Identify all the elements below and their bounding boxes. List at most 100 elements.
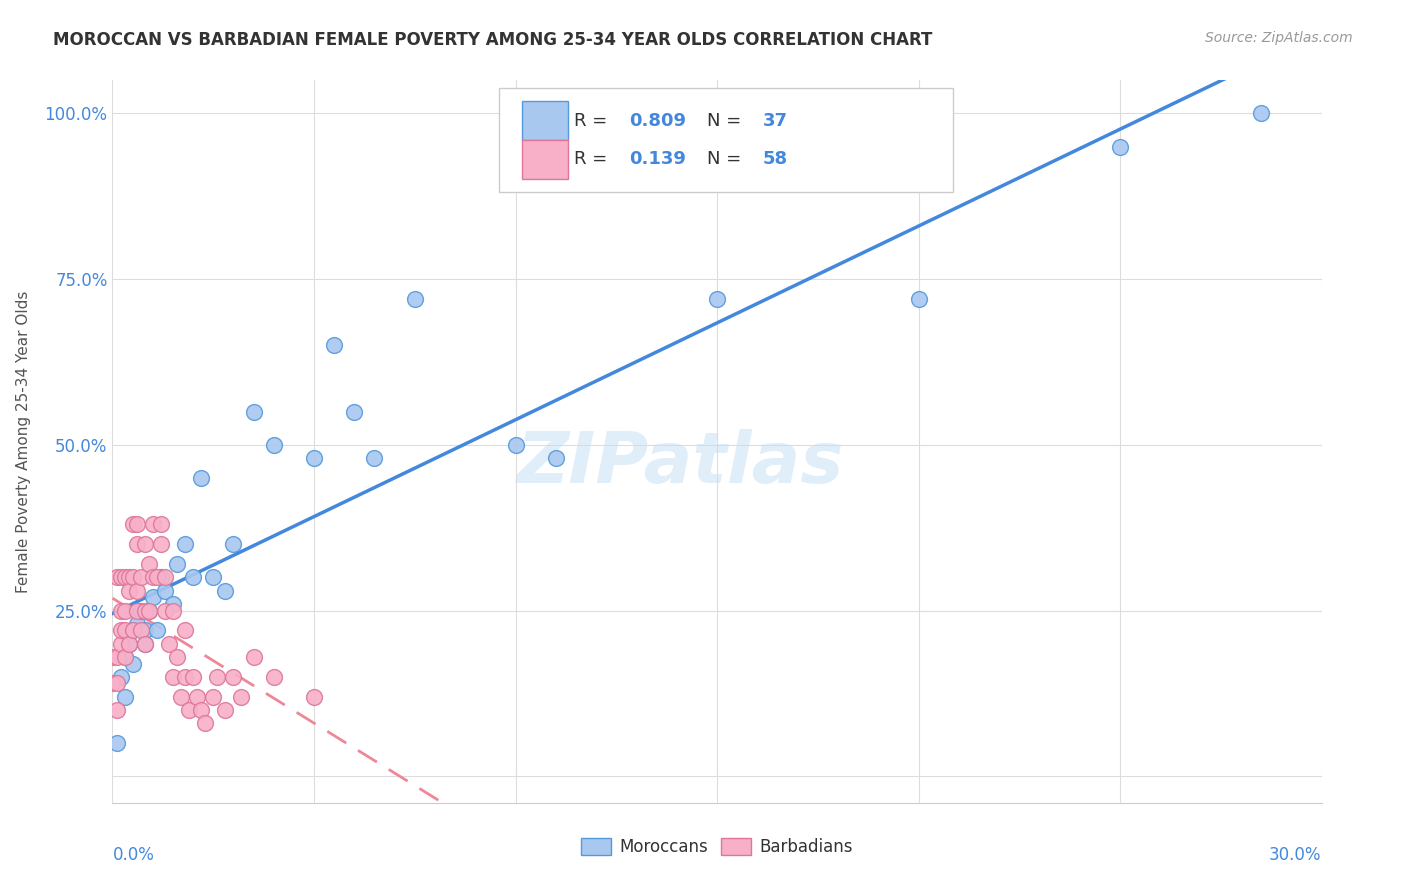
Text: N =: N = [707, 150, 748, 168]
FancyBboxPatch shape [523, 101, 568, 140]
Point [105, 736, 128, 750]
Point [174, 537, 197, 551]
Point [121, 517, 143, 532]
Point [149, 570, 172, 584]
Point [343, 405, 366, 419]
Point [544, 451, 567, 466]
Text: 0.139: 0.139 [628, 150, 686, 168]
Point [214, 703, 236, 717]
Point [134, 637, 156, 651]
Point [214, 583, 236, 598]
Point [117, 637, 139, 651]
Point [121, 657, 143, 671]
Point [101, 676, 124, 690]
Point [129, 624, 152, 638]
Point [162, 670, 184, 684]
Point [363, 451, 385, 466]
Text: 0.0%: 0.0% [112, 847, 155, 864]
Point [114, 650, 136, 665]
Point [114, 624, 136, 638]
Point [302, 690, 325, 704]
Point [125, 517, 148, 532]
Point [121, 570, 143, 584]
Point [117, 637, 139, 651]
Point [222, 537, 245, 551]
FancyBboxPatch shape [523, 139, 568, 178]
Point [114, 570, 136, 584]
Legend: Moroccans, Barbadians: Moroccans, Barbadians [574, 831, 860, 863]
Point [125, 537, 148, 551]
Point [231, 690, 253, 704]
Point [202, 690, 225, 704]
Text: MOROCCAN VS BARBADIAN FEMALE POVERTY AMONG 25-34 YEAR OLDS CORRELATION CHART: MOROCCAN VS BARBADIAN FEMALE POVERTY AMO… [53, 31, 932, 49]
Text: Source: ZipAtlas.com: Source: ZipAtlas.com [1205, 31, 1353, 45]
Point [134, 537, 156, 551]
Point [121, 624, 143, 638]
Point [207, 670, 229, 684]
Point [114, 603, 136, 617]
Point [125, 616, 148, 631]
Point [202, 570, 225, 584]
Point [105, 676, 128, 690]
Point [157, 637, 180, 651]
Point [222, 670, 245, 684]
Point [177, 703, 200, 717]
Point [121, 624, 143, 638]
Point [153, 583, 176, 598]
FancyBboxPatch shape [499, 87, 953, 193]
Point [190, 471, 212, 485]
Point [142, 591, 165, 605]
Point [117, 570, 139, 584]
Point [114, 690, 136, 704]
Point [323, 338, 346, 352]
Point [263, 438, 285, 452]
Point [181, 570, 204, 584]
Point [105, 570, 128, 584]
Point [162, 603, 184, 617]
Text: 0.809: 0.809 [628, 112, 686, 129]
Point [166, 650, 188, 665]
Point [105, 703, 128, 717]
Point [174, 624, 197, 638]
Point [117, 583, 139, 598]
Point [125, 603, 148, 617]
Point [149, 537, 172, 551]
Point [181, 670, 204, 684]
Point [105, 650, 128, 665]
Point [134, 637, 156, 651]
Point [174, 670, 197, 684]
Point [138, 557, 160, 571]
Point [162, 597, 184, 611]
Point [142, 517, 165, 532]
Point [129, 603, 152, 617]
Point [110, 637, 132, 651]
Point [114, 650, 136, 665]
Point [146, 624, 169, 638]
Point [138, 603, 160, 617]
Point [242, 650, 264, 665]
Text: ZIPatlas: ZIPatlas [517, 429, 845, 498]
Point [146, 570, 169, 584]
Point [186, 690, 208, 704]
Point [907, 292, 929, 306]
Point [263, 670, 285, 684]
Point [153, 603, 176, 617]
Point [190, 703, 212, 717]
Text: N =: N = [707, 112, 748, 129]
Text: 58: 58 [763, 150, 789, 168]
Point [110, 603, 132, 617]
Point [706, 292, 728, 306]
Y-axis label: Female Poverty Among 25-34 Year Olds: Female Poverty Among 25-34 Year Olds [15, 291, 31, 592]
Point [1250, 106, 1272, 120]
Text: R =: R = [575, 112, 613, 129]
Point [129, 570, 152, 584]
Point [153, 570, 176, 584]
Point [1109, 139, 1132, 153]
Point [142, 570, 165, 584]
Point [110, 624, 132, 638]
Point [170, 690, 193, 704]
Point [166, 557, 188, 571]
Point [194, 716, 217, 731]
Text: 30.0%: 30.0% [1270, 847, 1322, 864]
Point [125, 583, 148, 598]
